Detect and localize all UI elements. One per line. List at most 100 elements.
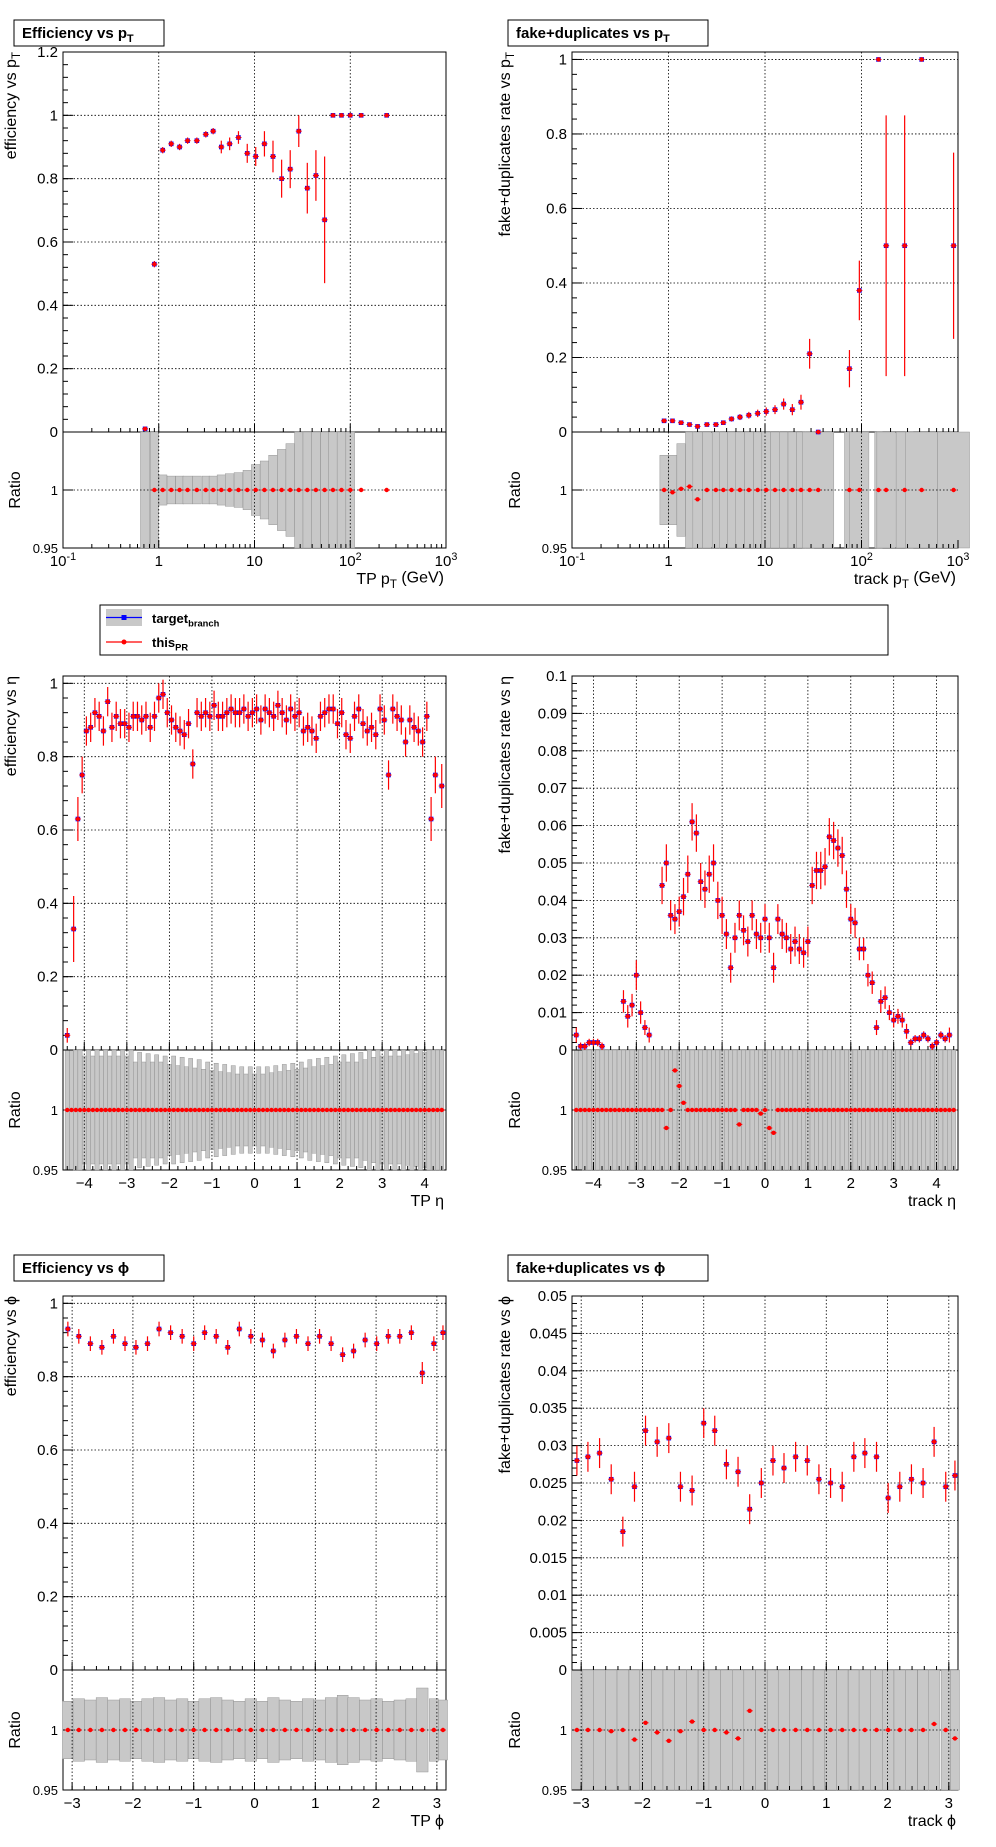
ratio-point bbox=[737, 1122, 742, 1127]
y-tick-label: 0.05 bbox=[538, 1288, 567, 1305]
this-pr-point bbox=[397, 1334, 402, 1339]
ratio-point bbox=[767, 1125, 772, 1131]
this-pr-point bbox=[887, 1010, 892, 1015]
ratio-point bbox=[405, 1107, 410, 1113]
ratio-point bbox=[724, 1730, 729, 1735]
this-pr-point bbox=[895, 1014, 901, 1019]
y-tick-label: 1 bbox=[559, 51, 567, 68]
grid-lines bbox=[572, 676, 958, 1170]
ratio-point bbox=[286, 1107, 291, 1113]
this-pr-point bbox=[668, 913, 673, 918]
ratio-point bbox=[243, 1107, 249, 1113]
ratio-point bbox=[729, 487, 734, 493]
ratio-point bbox=[634, 1107, 639, 1113]
this-pr-point bbox=[79, 772, 85, 778]
ratio-point bbox=[835, 1107, 841, 1113]
ratio-point bbox=[934, 1107, 939, 1113]
this-pr-point bbox=[279, 710, 285, 715]
ratio-point bbox=[874, 1727, 879, 1733]
x-tick-label: −1 bbox=[203, 1175, 220, 1192]
this-pr-point bbox=[365, 728, 370, 734]
y-tick-label: 0 bbox=[50, 1042, 58, 1059]
x-tick-label: 1 bbox=[664, 553, 672, 570]
this-pr-point bbox=[139, 717, 144, 723]
y-tick-label: 0.04 bbox=[538, 892, 567, 909]
y-tick-label: 0.2 bbox=[37, 361, 58, 378]
this-pr-point bbox=[305, 725, 310, 730]
this-pr-point bbox=[271, 714, 276, 719]
this-pr-point bbox=[764, 409, 769, 414]
y-tick-label: 0 bbox=[559, 1042, 567, 1059]
ratio-point bbox=[290, 1107, 295, 1113]
ratio-point bbox=[621, 1107, 626, 1113]
ratio-point bbox=[689, 1107, 695, 1113]
legend-label-target: targetbranch​ bbox=[152, 611, 220, 628]
ratio-point bbox=[88, 1727, 93, 1733]
this-pr-point bbox=[262, 141, 267, 147]
ratio-point bbox=[792, 1107, 798, 1113]
y-tick-label: 0.4 bbox=[37, 895, 58, 912]
ratio-point bbox=[735, 1736, 741, 1741]
ratio-point bbox=[666, 1738, 672, 1744]
ratio-point bbox=[771, 1130, 776, 1136]
ratio-point bbox=[724, 1107, 729, 1113]
this-pr-point bbox=[118, 721, 123, 726]
this-pr-point bbox=[840, 853, 845, 858]
ratio-point bbox=[210, 487, 216, 493]
ratio-point bbox=[747, 1708, 752, 1714]
ratio-point bbox=[168, 1727, 173, 1733]
ratio-points bbox=[64, 1107, 445, 1113]
ratio-point bbox=[721, 487, 726, 493]
ratio-point bbox=[65, 1107, 70, 1113]
ratio-point bbox=[840, 1107, 845, 1113]
this-pr-point bbox=[424, 714, 430, 719]
this-pr-point bbox=[362, 1337, 368, 1343]
this-pr-point bbox=[148, 725, 153, 730]
ratio-point bbox=[107, 1107, 113, 1113]
ratio-band-bin bbox=[662, 1669, 675, 1791]
ratio-band-bin bbox=[668, 455, 677, 526]
ratio-point bbox=[279, 487, 284, 493]
ratio-point bbox=[759, 1727, 764, 1733]
ratio-point bbox=[643, 1720, 648, 1726]
this-pr-point bbox=[185, 138, 190, 143]
x-axis: −4 −3 −2 −1 0 1 2 3 4TP η bbox=[66, 1042, 444, 1210]
this-pr-point bbox=[938, 1032, 944, 1038]
ratio-point bbox=[857, 487, 862, 493]
ratio-point bbox=[362, 1107, 368, 1113]
this-pr-point bbox=[241, 706, 247, 712]
ratio-point bbox=[654, 1730, 660, 1735]
this-pr-point bbox=[852, 920, 858, 926]
this-pr-point bbox=[228, 706, 234, 712]
y-axis: 0 0.2 0.4 0.6 0.8 1 1.2 efficiency vs pT​ bbox=[3, 44, 73, 441]
this-pr-point bbox=[788, 946, 793, 952]
x-tick-label: 3 bbox=[378, 1175, 386, 1192]
ratio-point bbox=[248, 1727, 254, 1733]
x-tick-label: 2 bbox=[883, 1795, 891, 1812]
this-pr-point bbox=[369, 725, 374, 730]
this-pr-point bbox=[194, 710, 200, 715]
x-tick-label: −1 bbox=[185, 1795, 202, 1812]
x-tick-label: 103​ bbox=[435, 551, 458, 570]
ratio-point bbox=[99, 1727, 105, 1733]
ratio-points bbox=[151, 487, 390, 493]
this-pr-point bbox=[661, 418, 667, 424]
ratio-point bbox=[69, 1107, 74, 1113]
ratio-point bbox=[704, 487, 710, 493]
this-pr-point bbox=[210, 128, 216, 134]
chart-title-box: fake+duplicates vs pT​ bbox=[507, 19, 709, 47]
this-pr-point bbox=[260, 1337, 265, 1343]
this-pr-point bbox=[827, 834, 832, 840]
ratio-point bbox=[156, 1727, 162, 1733]
ratio-point bbox=[597, 1727, 602, 1733]
ratio-point bbox=[218, 1107, 223, 1113]
ratio-point bbox=[664, 1125, 669, 1131]
chart-title-frame bbox=[507, 19, 709, 47]
ratio-axis-title: Ratio bbox=[507, 1091, 524, 1128]
this-pr-point bbox=[784, 935, 789, 940]
ratio-point bbox=[827, 1107, 832, 1113]
this-pr-point bbox=[659, 883, 665, 888]
